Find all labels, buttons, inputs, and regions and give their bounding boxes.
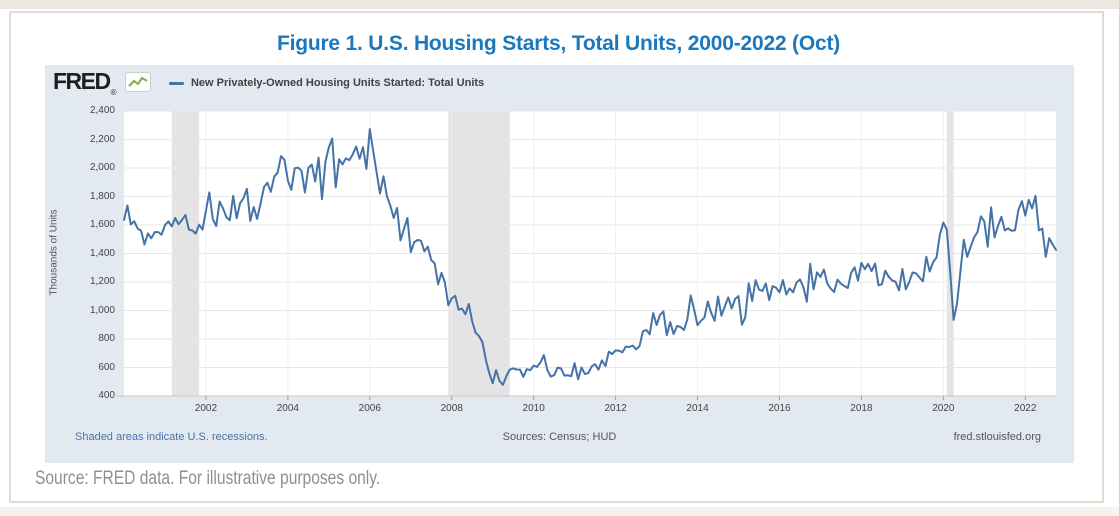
- page-bottom-strip: [0, 507, 1119, 516]
- fred-url: fred.stlouisfed.org: [953, 431, 1041, 443]
- figure-frame: Figure 1. U.S. Housing Starts, Total Uni…: [9, 11, 1104, 503]
- fred-chart-card: FRED® New Privately-Owned Housing Units …: [45, 65, 1074, 463]
- x-tick-label: 2012: [604, 403, 627, 414]
- x-tick-label: 2002: [194, 403, 218, 414]
- x-tick-label: 2018: [850, 403, 873, 414]
- fred-logo: FRED®: [53, 67, 151, 97]
- registered-mark: ®: [110, 87, 117, 97]
- page-top-strip: [0, 0, 1119, 9]
- y-tick-label: 400: [98, 390, 115, 401]
- x-tick-label: 2016: [768, 403, 791, 414]
- y-tick-label: 600: [98, 361, 115, 373]
- fred-header: FRED® New Privately-Owned Housing Units …: [53, 67, 485, 97]
- figure-title: Figure 1. U.S. Housing Starts, Total Uni…: [276, 32, 841, 55]
- y-tick-label: 1,800: [89, 190, 115, 202]
- housing-starts-line-chart: [45, 65, 1074, 463]
- chart-legend: New Privately-Owned Housing Units Starte…: [168, 77, 485, 89]
- x-tick-label: 2004: [276, 403, 299, 414]
- y-tick-label: 2,400: [89, 105, 115, 116]
- source-caption: Source: FRED data. For illustrative purp…: [35, 468, 381, 489]
- x-tick-label: 2010: [522, 403, 545, 414]
- y-tick-label: 1,200: [89, 276, 115, 287]
- y-tick-label: 2,000: [89, 162, 115, 173]
- sources-note: Sources: Census; HUD: [502, 431, 617, 443]
- x-tick-label: 2022: [1014, 403, 1037, 414]
- legend-line-swatch: [168, 81, 184, 85]
- legend-series-label: New Privately-Owned Housing Units Starte…: [190, 77, 485, 89]
- x-tick-label: 2014: [686, 403, 709, 414]
- y-tick-label: 1,400: [89, 247, 115, 259]
- recession-note: Shaded areas indicate U.S. recessions.: [75, 431, 268, 443]
- fred-logo-text: FRED: [53, 67, 111, 94]
- y-tick-label: 1,000: [89, 304, 115, 316]
- x-tick-label: 2020: [932, 403, 955, 414]
- x-tick-label: 2006: [358, 403, 381, 414]
- y-tick-label: 2,200: [89, 133, 115, 145]
- x-tick-label: 2008: [440, 403, 463, 414]
- fred-sparkline-icon: [124, 71, 151, 92]
- y-tick-label: 1,600: [89, 219, 115, 230]
- y-tick-label: 800: [98, 333, 115, 344]
- series-line: [123, 128, 1057, 386]
